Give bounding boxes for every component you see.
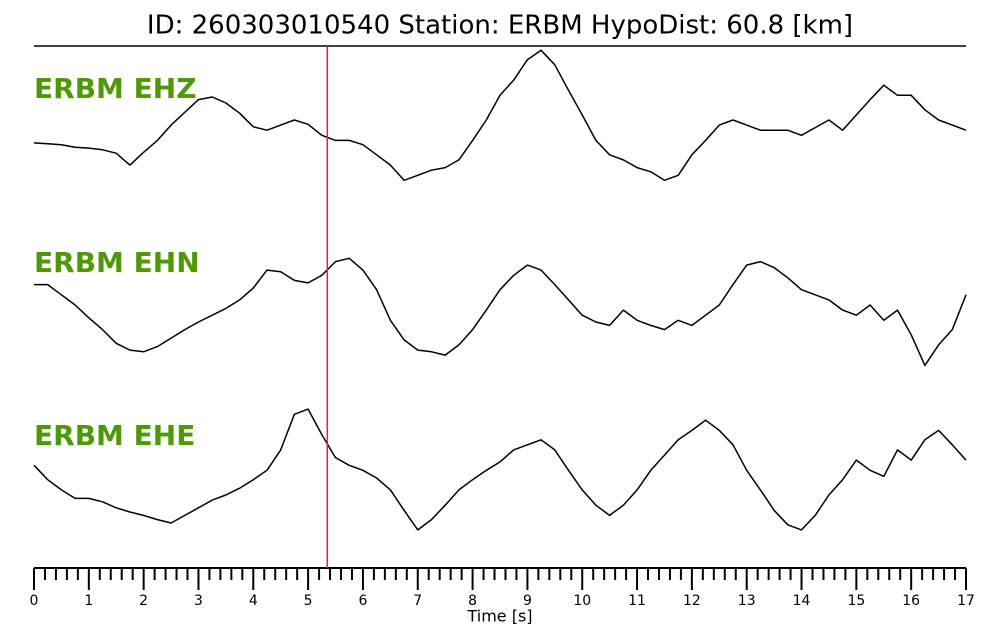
x-tick-label: 4 [249, 593, 258, 609]
chart-title: ID: 260303010540 Station: ERBM HypoDist:… [147, 11, 853, 41]
x-tick-label: 0 [30, 593, 39, 609]
x-tick-label: 8 [468, 593, 477, 609]
trace [34, 257, 967, 367]
x-tick-label: 15 [847, 593, 865, 609]
x-tick-label: 6 [358, 593, 367, 609]
x-tick-label: 11 [628, 593, 646, 609]
x-tick-label: 2 [139, 593, 148, 609]
trace-label: ERBM EHE [34, 419, 195, 452]
x-tick-label: 3 [194, 593, 203, 609]
x-axis-label: Time [s] [466, 607, 532, 626]
x-tick-label: 7 [413, 593, 422, 609]
x-tick-label: 5 [304, 593, 313, 609]
x-tick-label: 12 [683, 593, 701, 609]
trace [33, 408, 967, 531]
x-tick-label: 9 [523, 593, 532, 609]
x-tick-label: 17 [957, 593, 975, 609]
x-tick-label: 13 [738, 593, 756, 609]
x-tick-label: 10 [573, 593, 591, 609]
x-tick-label: 14 [793, 593, 811, 609]
x-tick-label: 16 [902, 593, 920, 609]
x-tick-label: 1 [84, 593, 93, 609]
trace-label: ERBM EHZ [34, 72, 197, 105]
trace-label: ERBM EHN [34, 246, 200, 279]
trace [33, 49, 967, 182]
